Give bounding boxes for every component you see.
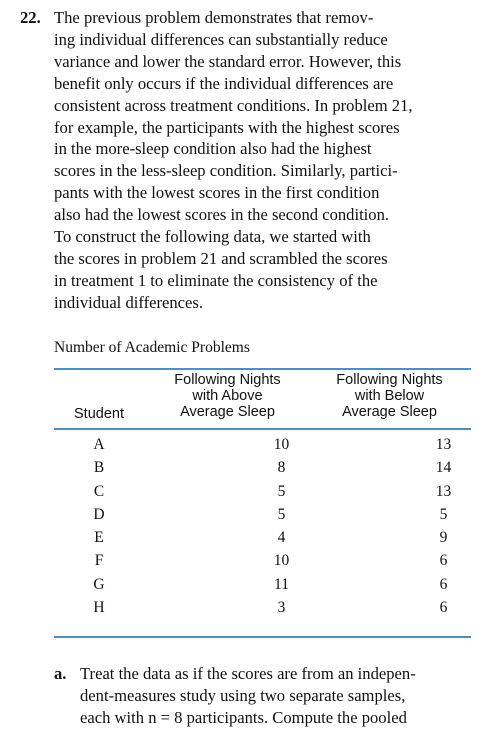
problem-line: benefit only occurs if the individual di… <box>54 73 394 93</box>
table-title: Number of Academic Problems <box>54 339 250 356</box>
cell-above: 10 <box>273 552 290 570</box>
table-body: A 10 13 B 8 14 C 5 13 D 5 5 E 4 9 F 10 6… <box>54 436 471 622</box>
problem-line: scores in the less-sleep condition. Simi… <box>54 161 398 181</box>
cell-above: 11 <box>274 575 289 593</box>
cell-student: E <box>94 529 104 547</box>
cell-student: G <box>93 575 105 593</box>
problem-line: in the more-sleep condition also had the… <box>54 139 372 159</box>
part-a-line: each with n = 8 participants. Compute th… <box>80 707 407 727</box>
table-row: F 10 6 <box>54 552 471 575</box>
cell-above: 3 <box>277 599 286 617</box>
part-a-line: dent-measures study using two separate s… <box>80 685 406 705</box>
cell-above: 4 <box>277 529 286 547</box>
header-line: Average Sleep <box>180 404 275 420</box>
problem-line: in treatment 1 to eliminate the consiste… <box>54 270 378 290</box>
cell-below: 5 <box>439 505 448 523</box>
cell-below: 14 <box>435 459 452 477</box>
problem-line: To construct the following data, we star… <box>54 227 371 247</box>
cell-below: 9 <box>439 529 448 547</box>
header-line: with Above <box>192 388 263 404</box>
cell-above: 5 <box>277 505 286 523</box>
cell-above: 5 <box>277 482 286 500</box>
problem-line: pants with the lowest scores in the firs… <box>54 183 380 203</box>
problem-line: variance and lower the standard error. H… <box>54 51 402 71</box>
cell-below: 13 <box>435 482 452 500</box>
header-above-average-sleep: Following Nights with Above Average Slee… <box>150 372 305 420</box>
header-line: Following Nights <box>336 372 443 388</box>
problem-line: consistent across treatment conditions. … <box>54 95 413 115</box>
part-a: a. Treat the data as if the scores are f… <box>54 663 484 729</box>
table-row: H 3 6 <box>54 599 471 622</box>
cell-student: D <box>93 505 105 523</box>
cell-student: H <box>93 599 105 617</box>
table-row: A 10 13 <box>54 436 471 459</box>
header-line: Average Sleep <box>342 404 437 420</box>
problem-line: The previous problem demonstrates that r… <box>54 8 374 27</box>
header-below-average-sleep: Following Nights with Below Average Slee… <box>312 372 467 420</box>
problem-22: 22. The previous problem demonstrates th… <box>20 7 478 314</box>
problem-line: the scores in problem 21 and scrambled t… <box>54 248 388 268</box>
cell-above: 8 <box>277 459 286 477</box>
cell-below: 6 <box>439 599 448 617</box>
table-row: E 4 9 <box>54 529 471 552</box>
table-row: B 8 14 <box>54 459 471 482</box>
cell-below: 13 <box>435 436 452 453</box>
header-student: Student <box>74 406 124 422</box>
cell-below: 6 <box>439 575 448 593</box>
problem-line: individual differences. <box>54 292 203 312</box>
cell-below: 6 <box>439 552 448 570</box>
table-row: G 11 6 <box>54 576 471 599</box>
problem-line: ing individual differences can substanti… <box>54 29 388 49</box>
problem-number: 22. <box>20 8 41 27</box>
problem-line: also had the lowest scores in the second… <box>54 205 390 225</box>
part-a-label: a. <box>54 664 67 683</box>
table-row: D 5 5 <box>54 506 471 529</box>
part-a-line: Treat the data as if the scores are from… <box>80 664 416 683</box>
header-line: Following Nights <box>174 372 281 388</box>
table-row: C 5 13 <box>54 483 471 506</box>
cell-student: B <box>93 459 105 477</box>
problem-line: for example, the participants with the h… <box>54 117 400 137</box>
cell-above: 10 <box>273 436 290 453</box>
cell-student: A <box>93 436 105 453</box>
cell-student: C <box>93 482 105 500</box>
cell-student: F <box>94 552 104 570</box>
table-top-rule <box>54 368 471 370</box>
header-line: with Below <box>354 388 425 404</box>
table-header-rule <box>54 428 471 430</box>
table-bottom-rule <box>54 636 471 638</box>
